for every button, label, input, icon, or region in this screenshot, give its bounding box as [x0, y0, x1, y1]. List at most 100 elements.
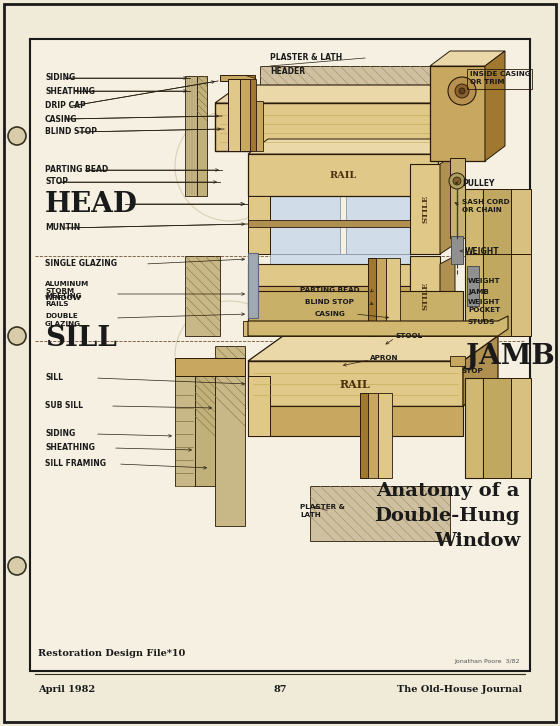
Bar	[310, 486, 450, 541]
Bar	[248, 286, 410, 308]
Bar	[248, 196, 270, 254]
Text: The Old-House Journal: The Old-House Journal	[397, 685, 522, 695]
Text: STOP: STOP	[462, 368, 484, 374]
Text: RAIL: RAIL	[329, 171, 357, 179]
Text: ALUMINUM
STORM
WINDOW: ALUMINUM STORM WINDOW	[45, 281, 89, 301]
Polygon shape	[440, 154, 455, 254]
Bar	[467, 266, 479, 306]
Bar	[248, 253, 258, 318]
Polygon shape	[220, 75, 255, 81]
Bar	[410, 256, 440, 336]
Text: STOOL: STOOL	[395, 333, 422, 339]
Bar	[248, 291, 463, 321]
Polygon shape	[485, 51, 505, 161]
Text: SINGLE GLAZING: SINGLE GLAZING	[45, 259, 117, 269]
Bar	[270, 254, 410, 264]
Bar	[185, 256, 220, 336]
Bar	[195, 376, 215, 486]
Bar	[215, 346, 245, 526]
Bar	[346, 196, 410, 254]
Bar	[248, 361, 463, 406]
Bar	[368, 393, 378, 478]
Bar	[451, 236, 463, 264]
Bar	[430, 66, 485, 161]
Bar	[270, 308, 410, 318]
Bar	[270, 196, 340, 254]
Text: PULLEY: PULLEY	[462, 179, 494, 187]
Text: Jonathan Poore  3/82: Jonathan Poore 3/82	[455, 658, 520, 664]
Text: STILE: STILE	[421, 282, 429, 310]
Text: PLASTER &
LATH: PLASTER & LATH	[300, 505, 345, 518]
Bar	[175, 358, 245, 376]
Bar	[450, 356, 465, 366]
Bar	[260, 66, 460, 116]
Text: STUDS: STUDS	[468, 319, 496, 325]
Circle shape	[455, 84, 469, 98]
Text: WEIGHT: WEIGHT	[468, 278, 501, 284]
Text: HEAD: HEAD	[45, 190, 138, 218]
Bar	[250, 79, 256, 151]
Text: MEETING
RAILS: MEETING RAILS	[45, 293, 82, 306]
Text: STOP: STOP	[45, 177, 68, 187]
Text: SHEATHING: SHEATHING	[45, 86, 95, 96]
Circle shape	[459, 88, 465, 94]
Text: HEADER: HEADER	[270, 67, 305, 76]
Text: BLIND STOP: BLIND STOP	[45, 128, 97, 136]
Bar	[243, 321, 498, 336]
Bar	[386, 258, 400, 336]
Bar	[511, 254, 531, 336]
Text: SILL: SILL	[45, 373, 63, 383]
Text: SIDING: SIDING	[45, 430, 75, 439]
Circle shape	[453, 177, 461, 185]
Polygon shape	[440, 256, 455, 336]
Polygon shape	[248, 139, 458, 154]
Text: SUB SILL: SUB SILL	[45, 401, 83, 410]
Bar	[248, 154, 438, 196]
Bar	[511, 189, 531, 254]
Bar	[215, 103, 460, 151]
Bar	[368, 258, 376, 336]
Text: SILL: SILL	[45, 325, 117, 351]
Text: April 1982: April 1982	[38, 685, 95, 695]
Circle shape	[448, 77, 476, 105]
Bar	[256, 101, 263, 151]
Bar	[248, 376, 270, 436]
Text: JAMB: JAMB	[466, 343, 555, 370]
Text: PLASTER & LATH: PLASTER & LATH	[270, 54, 342, 62]
Polygon shape	[215, 85, 485, 103]
Bar	[410, 164, 440, 254]
Text: SILL FRAMING: SILL FRAMING	[45, 460, 106, 468]
Text: CASING: CASING	[45, 115, 77, 123]
Bar	[376, 258, 386, 336]
Bar	[483, 254, 511, 336]
Circle shape	[8, 327, 26, 345]
Text: RAIL: RAIL	[339, 378, 370, 390]
Text: PARTING BEAD: PARTING BEAD	[45, 166, 108, 174]
Bar	[360, 393, 368, 478]
Text: Restoration Design File*10: Restoration Design File*10	[38, 650, 185, 658]
Polygon shape	[248, 316, 508, 336]
Text: SIDING: SIDING	[45, 73, 75, 83]
Text: JAMB: JAMB	[468, 289, 489, 295]
Bar	[483, 378, 511, 478]
Bar	[465, 189, 483, 254]
Bar	[175, 376, 195, 486]
Bar	[185, 76, 197, 196]
Bar	[511, 378, 531, 478]
Bar	[248, 264, 410, 286]
Bar	[465, 378, 483, 478]
Polygon shape	[463, 336, 498, 406]
Text: Anatomy of a
Double-Hung
Window: Anatomy of a Double-Hung Window	[375, 482, 520, 550]
Circle shape	[8, 127, 26, 145]
Bar	[465, 254, 483, 336]
Text: 87: 87	[273, 685, 287, 695]
Text: BLIND STOP: BLIND STOP	[305, 299, 354, 305]
Bar	[197, 76, 207, 196]
Text: INSIDE CASING
OR TRIM: INSIDE CASING OR TRIM	[470, 71, 531, 85]
Circle shape	[8, 557, 26, 575]
Polygon shape	[248, 336, 498, 361]
Bar	[378, 393, 392, 478]
Polygon shape	[460, 85, 485, 151]
Text: SASH CORD
OR CHAIN: SASH CORD OR CHAIN	[462, 199, 510, 213]
Circle shape	[449, 173, 465, 189]
